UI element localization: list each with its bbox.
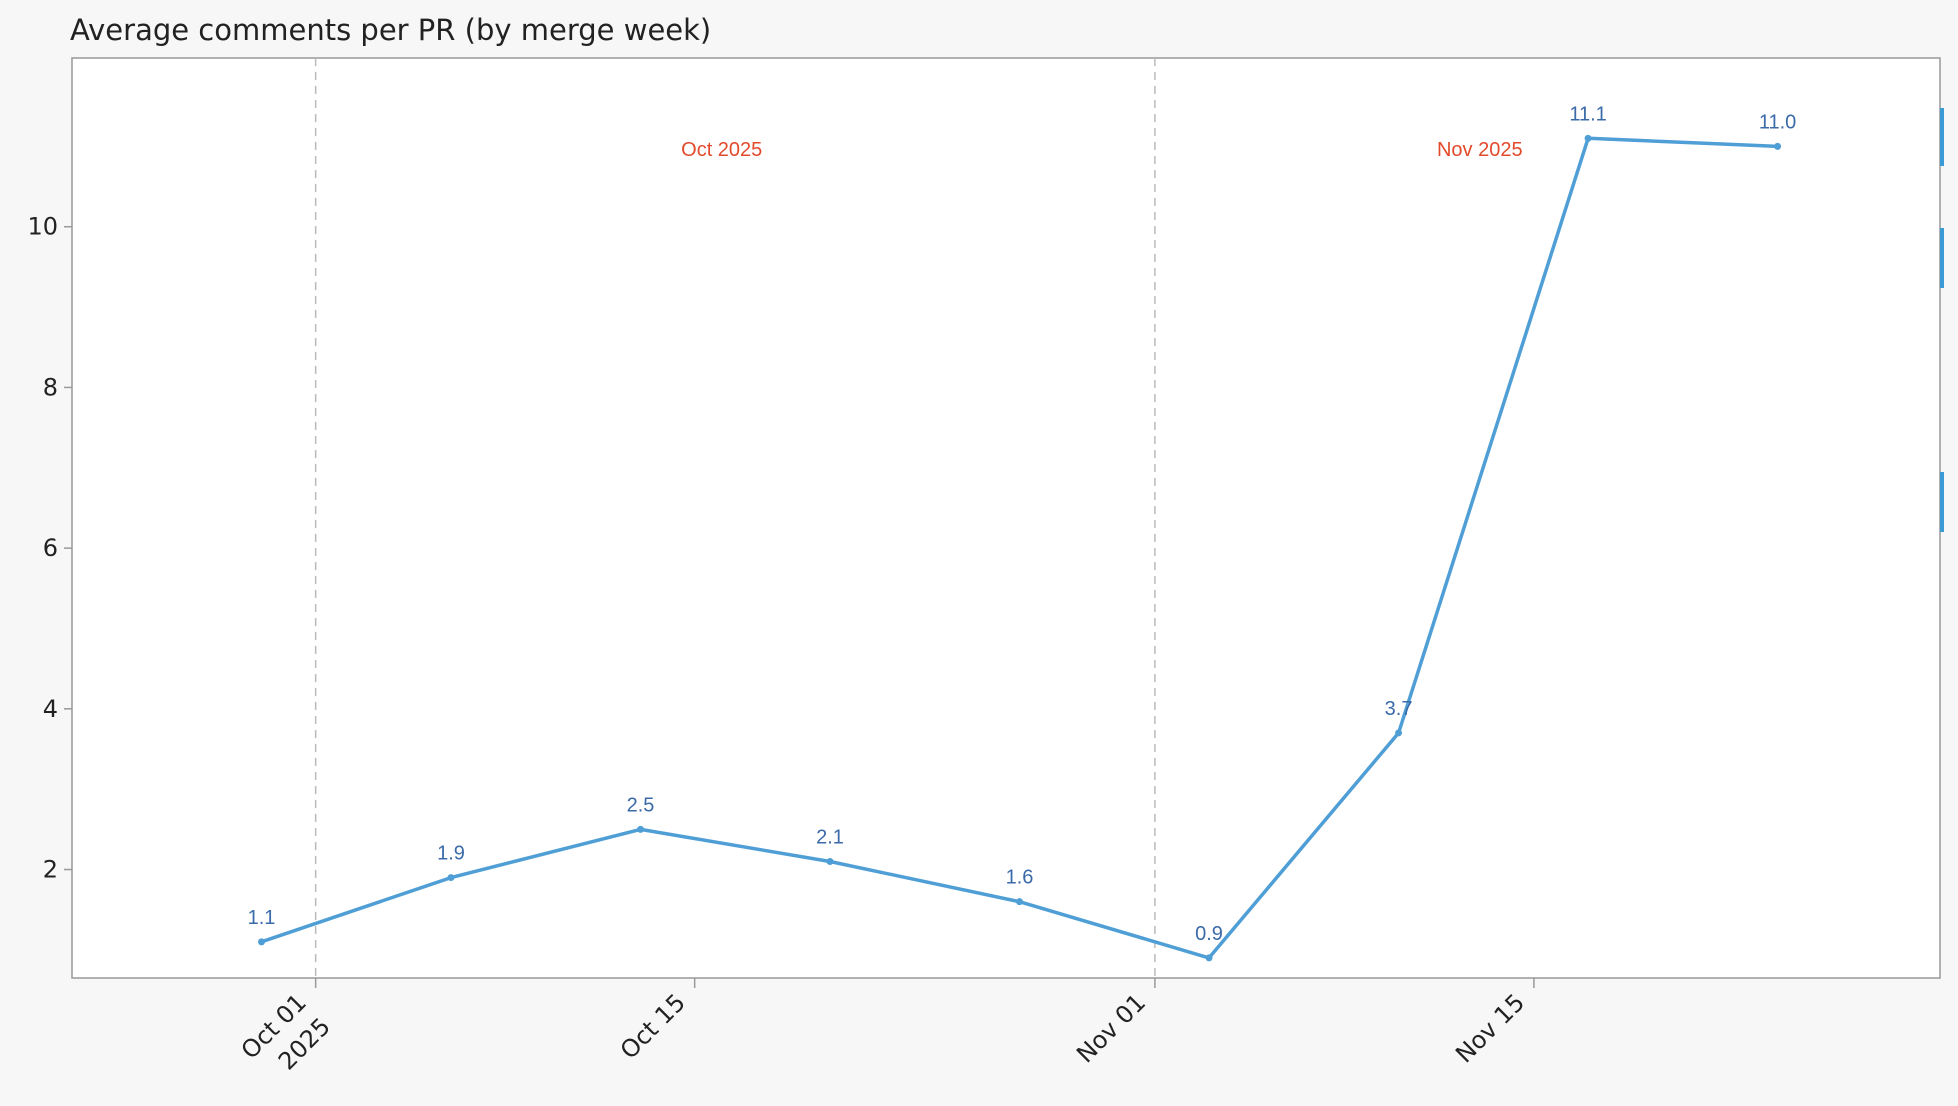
y-tick-label: 10 <box>27 213 58 241</box>
data-label: 0.9 <box>1195 923 1223 945</box>
y-axis: 2 4 6 8 10 <box>27 213 72 884</box>
data-label: 1.6 <box>1006 867 1034 889</box>
data-point <box>447 874 455 882</box>
side-marker <box>1940 228 1944 288</box>
data-label: 2.5 <box>627 794 655 816</box>
series-layer <box>258 134 1782 962</box>
data-labels: 1.1 1.9 2.5 2.1 1.6 0.9 3.7 11.1 11.0 <box>248 103 1797 945</box>
data-point <box>1584 134 1592 142</box>
data-point <box>637 825 645 833</box>
side-marker <box>1940 108 1944 166</box>
y-tick-label: 8 <box>43 373 58 401</box>
y-tick-label: 6 <box>43 534 58 562</box>
data-label: 11.1 <box>1569 103 1606 125</box>
data-point <box>1016 898 1024 906</box>
data-label: 1.1 <box>248 907 276 929</box>
data-point <box>258 938 266 946</box>
plot-area <box>71 57 1941 979</box>
edge-marks <box>1940 108 1944 532</box>
data-point <box>1774 142 1782 150</box>
data-label: 11.0 <box>1759 111 1796 133</box>
data-point <box>1205 954 1213 962</box>
month-label: Nov 2025 <box>1437 139 1523 161</box>
side-marker <box>1940 472 1944 532</box>
chart-title: Average comments per PR (by merge week) <box>70 13 711 47</box>
y-tick-label: 4 <box>43 695 58 723</box>
month-label: Oct 2025 <box>681 139 762 161</box>
y-tick-label: 2 <box>43 856 58 884</box>
month-labels: Oct 2025 Nov 2025 <box>681 139 1522 161</box>
data-point <box>826 857 834 865</box>
data-point <box>1395 729 1403 737</box>
data-label: 3.7 <box>1385 698 1413 720</box>
data-label: 2.1 <box>816 826 844 848</box>
data-label: 1.9 <box>437 843 465 865</box>
